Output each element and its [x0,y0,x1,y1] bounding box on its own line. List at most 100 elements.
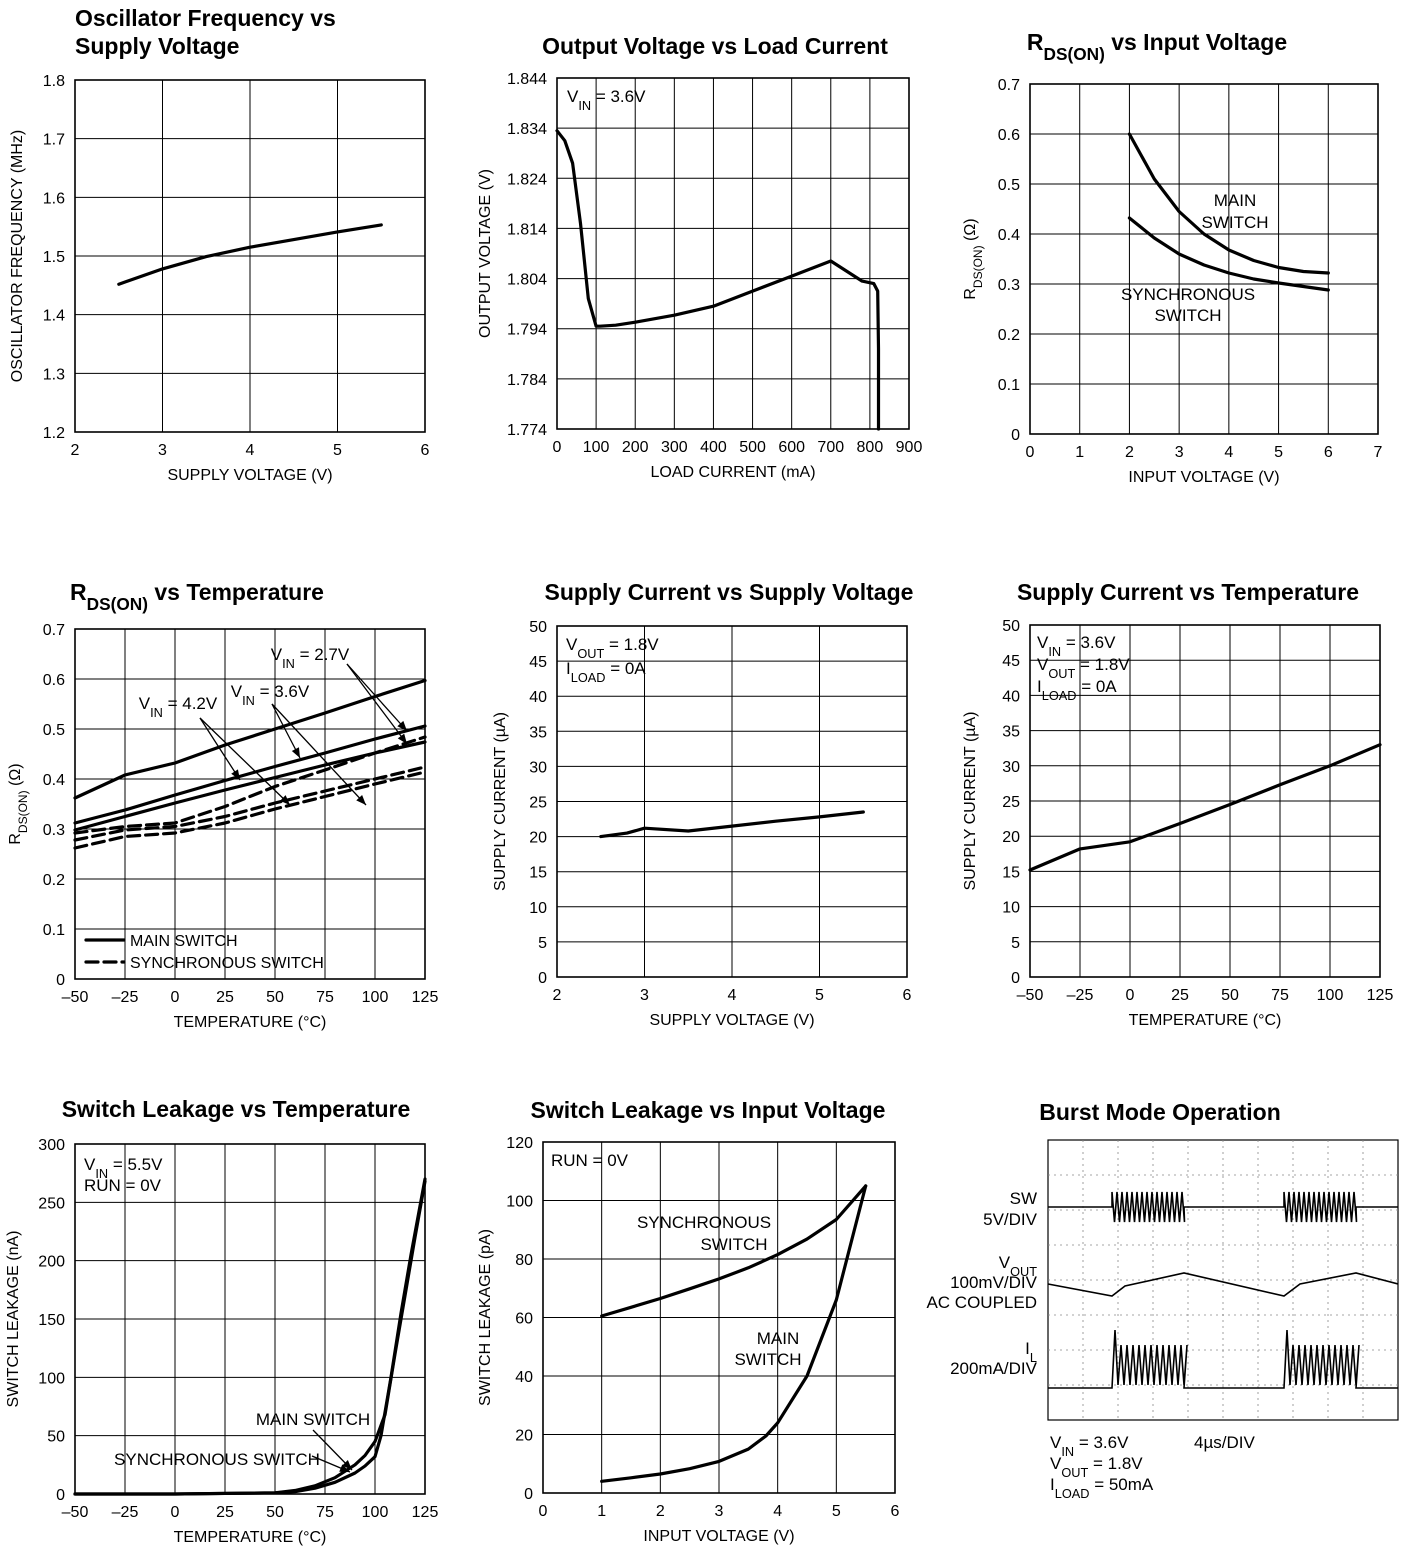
y-tick-label: 1.4 [43,308,65,325]
annotation: MAIN [757,1329,800,1348]
x-tick-label: 5 [1274,444,1283,461]
x-tick-label: 7 [1374,444,1383,461]
x-tick-label: 125 [412,989,439,1006]
chart-3: RDS(ON) vs Input Voltage 0 1 2 3 4 5 6 7 0 0.1 0.2 0… [962,29,1383,486]
series-line-1 [1028,743,1382,872]
series-line-2 [73,1177,427,1496]
plot-frame [542,1141,896,1494]
x-tick-label: 125 [412,1504,439,1521]
x-tick-label: 100 [362,989,389,1006]
y-tick-label: 300 [38,1137,65,1154]
series-line-2 [600,1184,868,1483]
y-tick-label: 1.774 [507,422,547,439]
y-axis-label: OUTPUT VOLTAGE (V) [477,169,494,338]
x-tick-label: 6 [421,442,430,459]
scope-channel-scale: 100mV/DIV [950,1273,1038,1292]
x-tick-label: 3 [715,1503,724,1520]
y-axis-label: OSCILLATOR FREQUENCY (MHz) [9,130,26,382]
x-tick-label: 200 [622,439,649,456]
x-tick-label: 75 [316,989,334,1006]
series-line-1 [117,223,383,286]
y-tick-label: 1.3 [43,366,65,383]
y-axis-label: SUPPLY CURRENT (µA) [962,711,979,890]
y-tick-label: 40 [1002,688,1020,705]
x-tick-label: 3 [640,987,649,1004]
plot-frame [556,77,910,430]
y-tick-label: 1.7 [43,132,65,149]
x-tick-label: 2 [71,442,80,459]
arrow-head [280,795,290,805]
scope-timebase: 4µs/DIV [1194,1433,1255,1452]
y-tick-label: 0 [56,972,65,989]
y-tick-label: 1.6 [43,190,65,207]
y-tick-label: 0.2 [998,327,1020,344]
series-line-1 [73,678,427,800]
annotation: SWITCH [1201,213,1268,232]
y-tick-label: 0 [1011,970,1020,987]
x-tick-label: 6 [1324,444,1333,461]
y-tick-label: 120 [506,1135,533,1152]
y-tick-label: 1.2 [43,425,65,442]
annotation: VOUT = 1.8V [566,635,659,661]
scope-channel-scale: 200mA/DIV [950,1359,1038,1378]
arrow-head [397,720,407,731]
annotation: VIN = 3.6V [567,87,646,113]
chart-title: Switch Leakage vs Input Voltage [531,1097,886,1123]
series-line-3 [73,740,427,832]
x-tick-label: 700 [817,439,844,456]
y-tick-label: 5 [1011,935,1020,952]
x-tick-label: –50 [62,1504,89,1521]
scope-channel-coupling: AC COUPLED [926,1293,1037,1312]
x-tick-label: 50 [266,989,284,1006]
y-tick-label: 30 [1002,759,1020,776]
x-tick-label: –25 [1067,987,1094,1004]
x-tick-label: 0 [171,1504,180,1521]
x-tick-label: –25 [112,989,139,1006]
plot-frame [74,79,426,433]
y-tick-label: 25 [529,795,547,812]
y-tick-label: 0.3 [43,822,65,839]
annotation: VIN = 4.2V [139,694,218,720]
annotation: VIN = 3.6V [1037,633,1116,659]
y-tick-label: 80 [515,1252,533,1269]
x-tick-label: 400 [700,439,727,456]
y-tick-label: 1.8 [43,73,65,90]
x-tick-label: 2 [656,1503,665,1520]
y-tick-label: 0.2 [43,872,65,889]
annotation-arrow [271,703,367,806]
scope-channel-scale: 5V/DIV [983,1210,1038,1229]
x-tick-label: 50 [266,1504,284,1521]
y-tick-label: 15 [529,865,547,882]
scope-channel-name: SW [1010,1189,1037,1208]
chart-title: Switch Leakage vs Temperature [62,1096,411,1122]
y-tick-label: 0.5 [998,177,1020,194]
y-tick-label: 35 [529,724,547,741]
scope-condition: ILOAD = 50mA [1050,1475,1154,1501]
chart-title: RDS(ON) vs Temperature [70,579,324,614]
y-tick-label: 0.5 [43,722,65,739]
x-tick-label: 0 [1126,987,1135,1004]
x-tick-label: 4 [728,987,737,1004]
y-axis-label: RDS(ON) (Ω) [962,218,985,299]
scope-trace-il [1048,1329,1398,1389]
x-tick-label: 4 [773,1503,782,1520]
x-tick-label: 25 [216,1504,234,1521]
annotation: VIN = 2.7V [271,645,350,671]
scope-title: Burst Mode Operation [1039,1099,1281,1125]
chart-title: Supply Current vs Supply Voltage [545,579,914,605]
arrow-head [356,794,366,805]
scope-condition: VOUT = 1.8V [1050,1454,1143,1480]
y-tick-label: 1.824 [507,171,547,188]
y-tick-label: 60 [515,1311,533,1328]
series-line-1 [555,129,881,431]
y-tick-label: 1.794 [507,322,547,339]
x-tick-label: 50 [1221,987,1239,1004]
y-tick-label: 50 [1002,618,1020,635]
scope-channel-name: IL [1025,1339,1037,1365]
x-tick-label: 0 [539,1503,548,1520]
annotation: SWITCH [1154,306,1221,325]
x-tick-label: 1 [597,1503,606,1520]
series-line-2 [73,724,427,825]
x-axis-label: SUPPLY VOLTAGE (V) [649,1012,814,1029]
